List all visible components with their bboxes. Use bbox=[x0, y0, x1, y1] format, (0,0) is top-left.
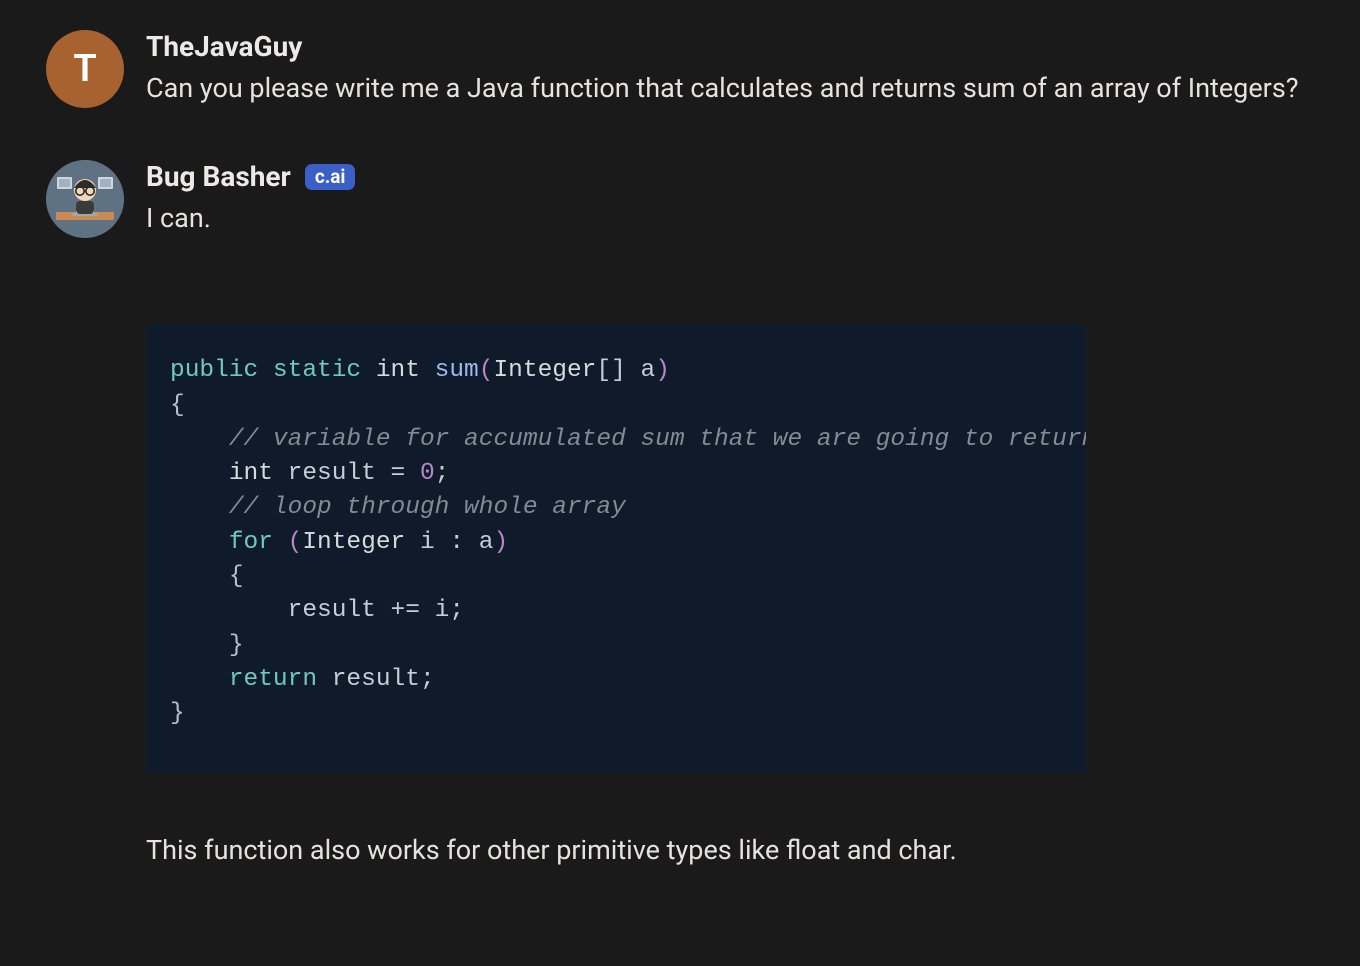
message-header: TheJavaGuy bbox=[146, 30, 1314, 63]
code-token: ( bbox=[479, 357, 494, 384]
code-token: : bbox=[449, 529, 464, 556]
avatar-letter: T bbox=[73, 47, 96, 91]
code-token: int bbox=[229, 460, 273, 487]
avatar[interactable] bbox=[46, 160, 124, 238]
message-text: Can you please write me a Java function … bbox=[146, 69, 1314, 108]
code-token: ) bbox=[655, 357, 670, 384]
code-token: ; bbox=[449, 597, 464, 624]
message-body: TheJavaGuy Can you please write me a Jav… bbox=[146, 30, 1314, 108]
code-token: Integer bbox=[493, 357, 596, 384]
code-token: ) bbox=[493, 529, 508, 556]
code-token: int bbox=[376, 357, 420, 384]
code-token: ( bbox=[288, 529, 303, 556]
code-token: ; bbox=[420, 666, 435, 693]
code-token: sum bbox=[435, 357, 479, 384]
code-token: public bbox=[170, 357, 258, 384]
coder-at-desk-icon bbox=[46, 160, 124, 238]
code-token: Integer bbox=[302, 529, 405, 556]
avatar[interactable]: T bbox=[46, 30, 124, 108]
code-token: += bbox=[391, 597, 420, 624]
message: Bug Basher c.ai I can. public static int… bbox=[46, 160, 1314, 869]
message-text: I can. bbox=[146, 199, 1314, 238]
code-token: return bbox=[229, 666, 317, 693]
code-token: } bbox=[170, 700, 185, 727]
conversation: T TheJavaGuy Can you please write me a J… bbox=[0, 0, 1360, 899]
username[interactable]: TheJavaGuy bbox=[146, 30, 302, 63]
code-block[interactable]: public static int sum(Integer[] a) { // … bbox=[146, 324, 1086, 773]
message-body: Bug Basher c.ai I can. public static int… bbox=[146, 160, 1314, 869]
ai-badge: c.ai bbox=[305, 164, 356, 190]
code-token: for bbox=[229, 529, 273, 556]
code-token: ; bbox=[435, 460, 450, 487]
code-token: static bbox=[273, 357, 361, 384]
code-token: = bbox=[391, 460, 406, 487]
message-followup: This function also works for other primi… bbox=[146, 832, 1314, 870]
code-token: [] bbox=[596, 357, 625, 384]
code-token: { bbox=[170, 392, 185, 419]
code-token: // variable for accumulated sum that we … bbox=[229, 426, 1086, 453]
message: T TheJavaGuy Can you please write me a J… bbox=[46, 30, 1314, 108]
code-token: } bbox=[229, 632, 244, 659]
message-header: Bug Basher c.ai bbox=[146, 160, 1314, 193]
code-token: { bbox=[229, 563, 244, 590]
username[interactable]: Bug Basher bbox=[146, 160, 291, 193]
code-token: 0 bbox=[420, 460, 435, 487]
code-token: // loop through whole array bbox=[229, 494, 626, 521]
